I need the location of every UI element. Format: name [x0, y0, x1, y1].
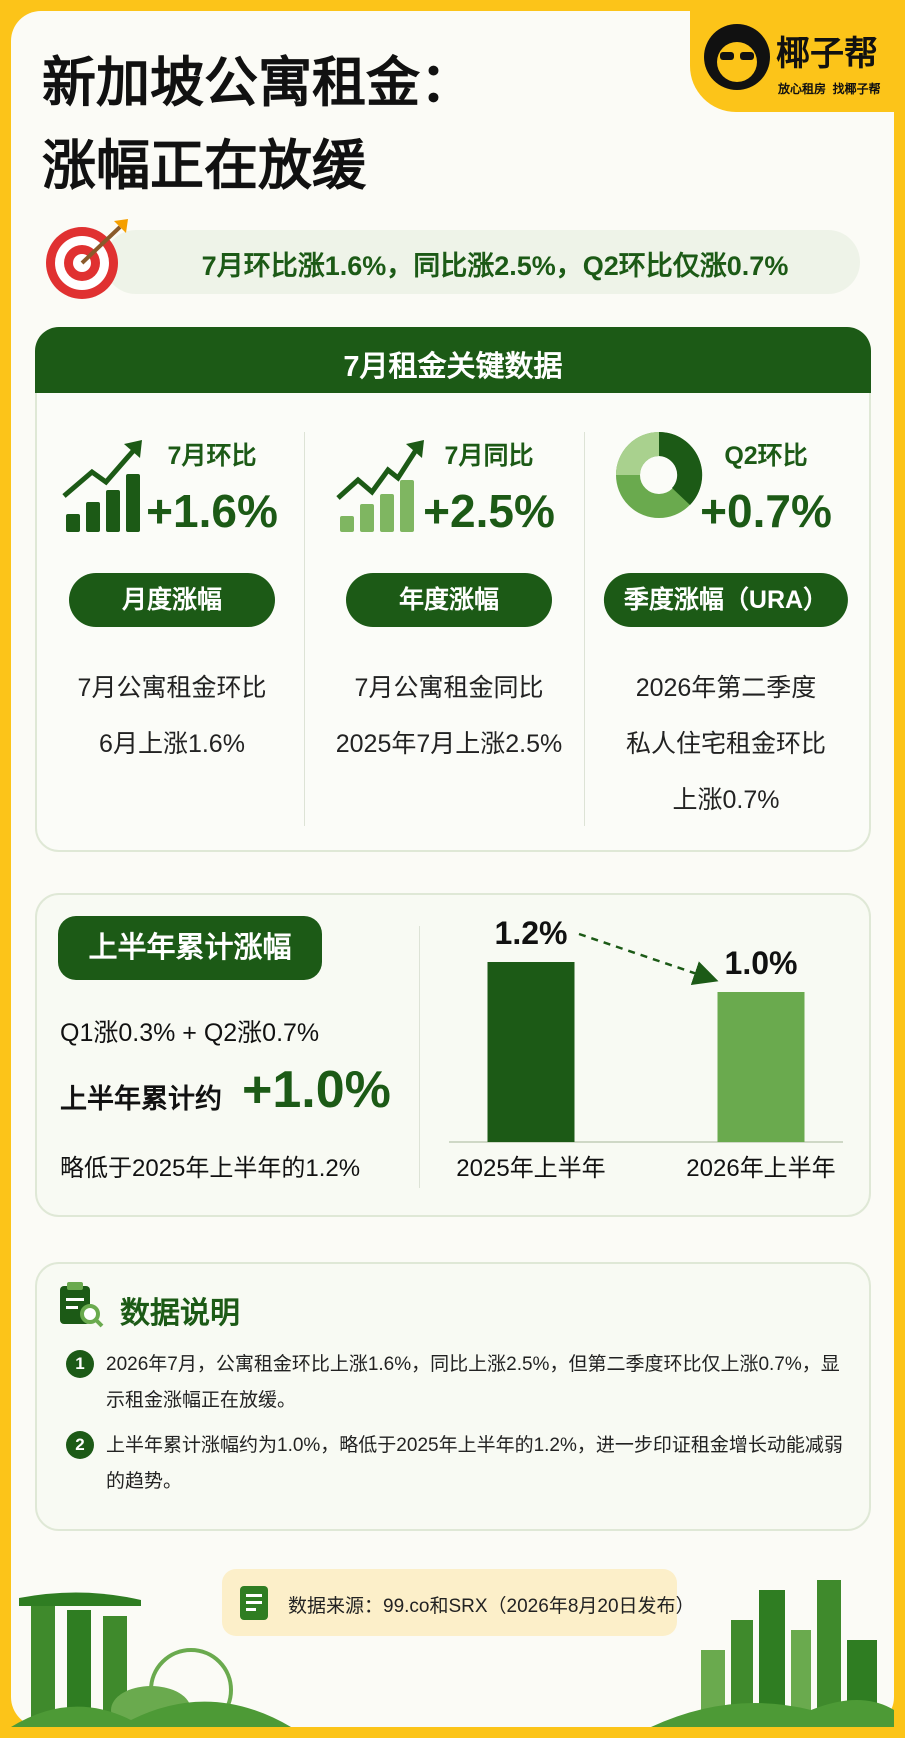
- card-value: +2.5%: [423, 485, 555, 537]
- title-line: 新加坡公寓租金：: [42, 53, 474, 113]
- skyline: [11, 1580, 894, 1727]
- growth-icon: [336, 440, 424, 532]
- headline: 7月环比涨1.6%，同比涨2.5%，Q2环比仅涨0.7%: [201, 251, 789, 281]
- formula: Q1涨0.3% + Q2涨0.7%: [60, 1019, 320, 1047]
- card-description: 2026年第二季度: [635, 674, 817, 702]
- source: 数据来源：99.co和SRX（2026年8月20日发布）: [288, 1596, 695, 1617]
- divider: [304, 432, 305, 826]
- card-tag: 季度涨幅（URA）: [603, 573, 849, 627]
- total-label: 上半年累计约: [60, 1084, 222, 1114]
- notes-icon: [60, 1282, 104, 1328]
- brand: 椰子帮: [776, 35, 878, 73]
- bar: [487, 962, 575, 1142]
- logo-icon: [704, 24, 770, 90]
- notes-title: 数据说明: [120, 1297, 240, 1330]
- divider: [584, 432, 585, 826]
- card-tag: 月度涨幅: [69, 573, 275, 627]
- card-tag: 年度涨幅: [346, 573, 552, 627]
- source-pill: [222, 1569, 677, 1636]
- card-description: 7月公寓租金同比: [354, 674, 544, 702]
- card-label: 7月环比: [167, 442, 257, 470]
- title-line: 涨幅正在放缓: [42, 136, 366, 196]
- bar-value-label: 1.2%: [495, 915, 568, 951]
- source-icon: [240, 1586, 268, 1620]
- card-description: 上涨0.7%: [672, 786, 780, 814]
- target-icon: [46, 219, 128, 299]
- half-year-title: 上半年累计涨幅: [58, 916, 322, 980]
- category-label: 2026年上半年: [686, 1155, 835, 1182]
- notes-box: [35, 1262, 871, 1531]
- trend-arrow: [578, 932, 719, 986]
- growth-icon: [62, 440, 142, 532]
- key-data-title: 7月租金关键数据: [343, 351, 563, 383]
- card-label: Q2环比: [724, 442, 808, 470]
- category-label: 2025年上半年: [456, 1155, 605, 1182]
- note-number: 2: [66, 1431, 94, 1459]
- key-data-header: [35, 327, 871, 393]
- card-description: 私人住宅租金环比: [625, 730, 826, 758]
- half-year-note: 略低于2025年上半年的1.2%: [60, 1155, 361, 1182]
- note-number: 1: [66, 1350, 94, 1378]
- donut-icon: [616, 431, 703, 518]
- card-label: 7月同比: [444, 442, 534, 470]
- bar: [717, 992, 805, 1142]
- note-text: 2026年7月，公寓租金环比上涨1.6%，同比上涨2.5%，但第二季度环比仅上涨…: [106, 1354, 840, 1411]
- card-description: 2025年7月上涨2.5%: [335, 730, 563, 758]
- headline-pill: [104, 230, 860, 294]
- card-description: 6月上涨1.6%: [99, 730, 245, 758]
- divider: [419, 926, 420, 1188]
- bar-value-label: 1.0%: [725, 945, 798, 981]
- card-value: +1.6%: [146, 485, 278, 537]
- card-description: 7月公寓租金环比: [77, 674, 267, 702]
- total-value: +1.0%: [242, 1061, 391, 1119]
- comparison-chart: 1.2% 2025年上半年 1.0% 2026年上半年: [449, 915, 843, 1182]
- brand-slogan: 放心租房 找椰子帮: [778, 82, 881, 96]
- card-value: +0.7%: [700, 485, 832, 537]
- note-text: 上半年累计涨幅约为1.0%，略低于2025年上半年的1.2%，进一步印证租金增长…: [106, 1435, 843, 1492]
